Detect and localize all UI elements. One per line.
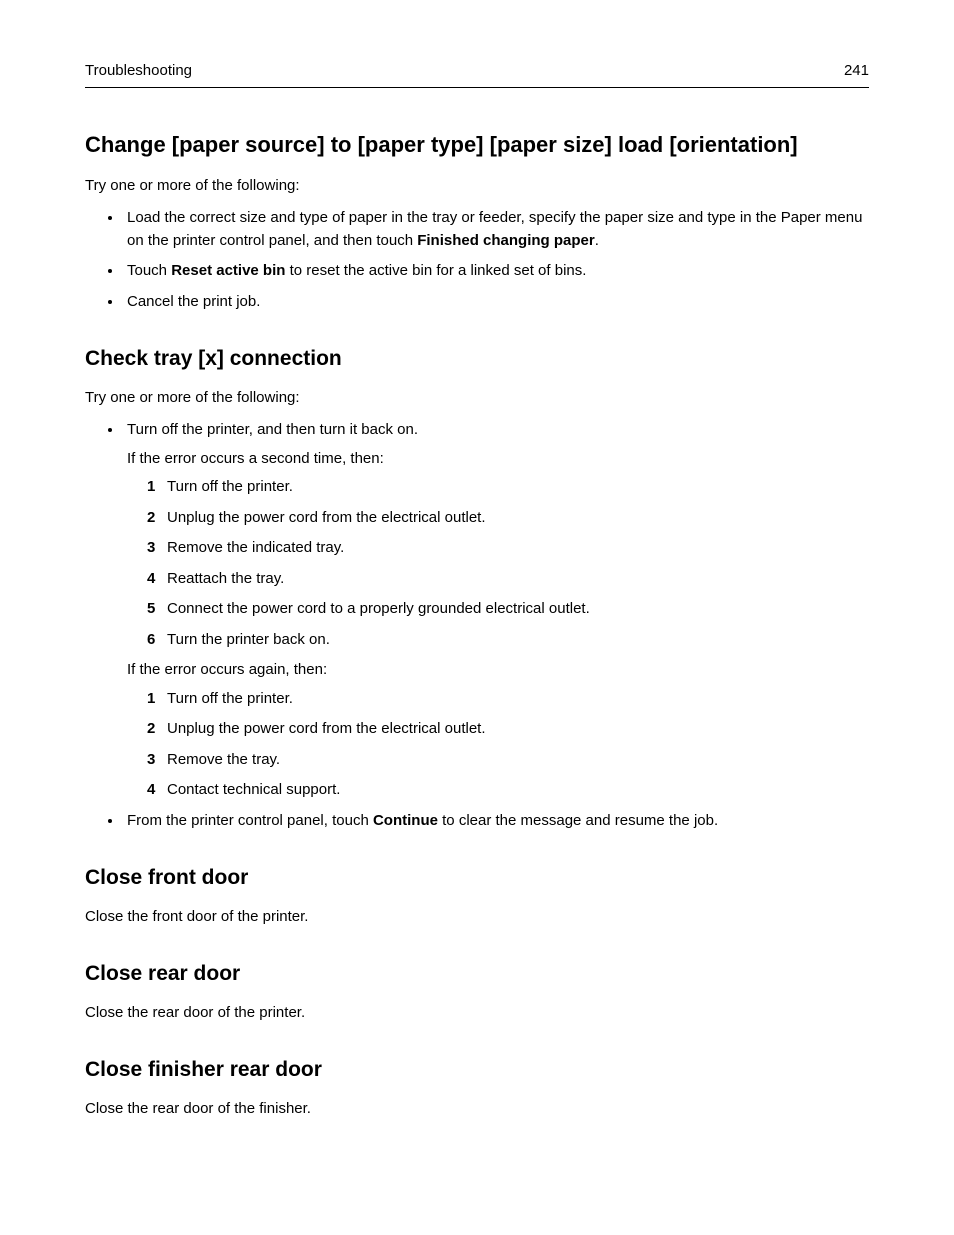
text: Turn off the printer, and then turn it b… [127, 421, 418, 438]
list-item: From the printer control panel, touch Co… [123, 810, 869, 833]
list-item: Turn off the printer. [147, 476, 869, 499]
bullet-list: Load the correct size and type of paper … [85, 207, 869, 313]
header-page-number: 241 [844, 60, 869, 83]
section-body: Close the rear door of the printer. [85, 1002, 869, 1025]
sub-text: If the error occurs a second time, then: [127, 448, 869, 471]
bold-text: Continue [373, 812, 438, 829]
list-item: Touch Reset active bin to reset the acti… [123, 260, 869, 283]
list-item: Turn the printer back on. [147, 629, 869, 652]
numbered-list: Turn off the printer. Unplug the power c… [127, 476, 869, 651]
section-body: Close the rear door of the finisher. [85, 1098, 869, 1121]
section-heading: Check tray [x] connection [85, 343, 869, 375]
section-intro: Try one or more of the following: [85, 387, 869, 410]
section-heading: Change [paper source] to [paper type] [p… [85, 128, 869, 161]
text: Touch [127, 262, 171, 279]
text: to reset the active bin for a linked set… [285, 262, 586, 279]
list-item: Reattach the tray. [147, 568, 869, 591]
bold-text: Reset active bin [171, 262, 285, 279]
list-item: Remove the indicated tray. [147, 537, 869, 560]
list-item: Unplug the power cord from the electrica… [147, 718, 869, 741]
numbered-list: Turn off the printer. Unplug the power c… [127, 688, 869, 802]
list-item: Connect the power cord to a properly gro… [147, 598, 869, 621]
text: to clear the message and resume the job. [438, 812, 718, 829]
list-item: Turn off the printer. [147, 688, 869, 711]
bold-text: Finished changing paper [417, 232, 595, 249]
list-item: Contact technical support. [147, 779, 869, 802]
header-section: Troubleshooting [85, 60, 192, 83]
section-heading: Close front door [85, 862, 869, 894]
section-body: Close the front door of the printer. [85, 906, 869, 929]
section-intro: Try one or more of the following: [85, 175, 869, 198]
list-item: Remove the tray. [147, 749, 869, 772]
list-item: Load the correct size and type of paper … [123, 207, 869, 252]
section-heading: Close rear door [85, 958, 869, 990]
text: From the printer control panel, touch [127, 812, 373, 829]
list-item: Cancel the print job. [123, 291, 869, 314]
list-item: Unplug the power cord from the electrica… [147, 507, 869, 530]
text: . [595, 232, 599, 249]
section-heading: Close finisher rear door [85, 1054, 869, 1086]
page-header: Troubleshooting 241 [85, 60, 869, 88]
list-item: Turn off the printer, and then turn it b… [123, 419, 869, 802]
sub-text: If the error occurs again, then: [127, 659, 869, 682]
bullet-list: Turn off the printer, and then turn it b… [85, 419, 869, 832]
